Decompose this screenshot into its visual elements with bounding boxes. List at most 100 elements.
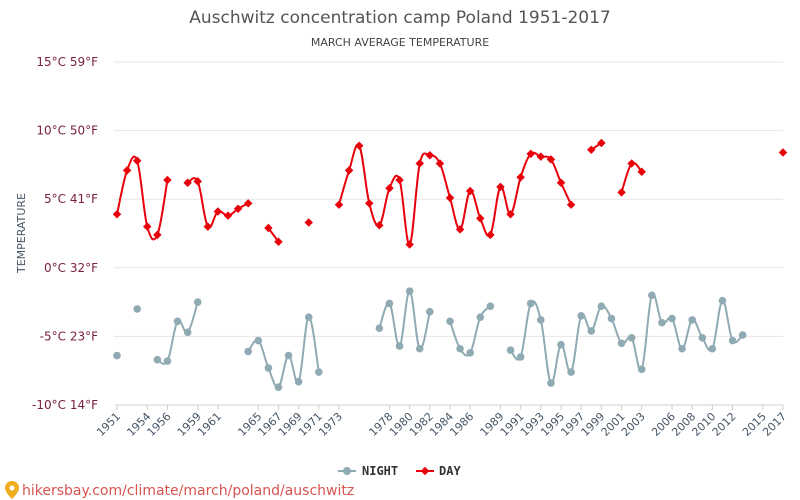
data-point-night[interactable] — [637, 365, 646, 374]
data-point-day[interactable] — [486, 230, 495, 240]
data-point-day[interactable] — [183, 178, 192, 187]
data-point-night[interactable] — [688, 316, 696, 324]
data-point-night[interactable] — [193, 298, 202, 306]
data-point-day[interactable] — [465, 186, 475, 196]
data-point-day[interactable] — [566, 200, 576, 209]
data-point-night[interactable] — [627, 333, 636, 342]
data-point-night[interactable] — [304, 313, 313, 321]
data-point-night[interactable] — [466, 349, 474, 357]
data-point-night[interactable] — [728, 336, 737, 345]
source-link[interactable]: hikersbay.com/climate/march/poland/ausch… — [5, 481, 354, 499]
data-point-night[interactable] — [698, 333, 707, 342]
data-point-night[interactable] — [648, 291, 656, 300]
data-point-day[interactable] — [627, 159, 636, 168]
data-point-day[interactable] — [264, 223, 273, 233]
data-point-night[interactable] — [183, 328, 192, 337]
data-point-day[interactable] — [385, 183, 394, 193]
data-point-day[interactable] — [344, 166, 354, 175]
data-point-night[interactable] — [315, 368, 323, 376]
data-point-night[interactable] — [617, 339, 626, 348]
data-point-day[interactable] — [556, 178, 566, 187]
legend-item-night[interactable]: NIGHT — [338, 464, 398, 478]
data-point-night[interactable] — [678, 344, 686, 353]
y-tick-label: 5°C 41°F — [44, 192, 98, 206]
data-point-night[interactable] — [446, 317, 454, 326]
data-point-day[interactable] — [163, 175, 172, 185]
data-point-night[interactable] — [284, 351, 293, 360]
data-point-day[interactable] — [617, 188, 626, 197]
data-point-day[interactable] — [425, 151, 435, 160]
data-point-night[interactable] — [426, 307, 434, 316]
data-point-day[interactable] — [304, 218, 313, 227]
data-point-night[interactable] — [173, 317, 182, 326]
data-point-night[interactable] — [738, 331, 747, 339]
data-point-night[interactable] — [557, 340, 565, 349]
data-point-day[interactable] — [496, 182, 505, 192]
data-point-night[interactable] — [375, 324, 384, 332]
data-point-night[interactable] — [537, 316, 545, 324]
data-point-night[interactable] — [133, 305, 141, 313]
data-point-day[interactable] — [203, 222, 213, 231]
data-point-night[interactable] — [294, 377, 303, 386]
data-point-day[interactable] — [112, 210, 122, 219]
data-point-night[interactable] — [254, 336, 263, 345]
data-point-day[interactable] — [778, 148, 788, 157]
data-point-day[interactable] — [334, 200, 344, 209]
data-point-night[interactable] — [415, 344, 424, 353]
x-tick-label: 1986 — [447, 410, 476, 439]
data-point-night[interactable] — [516, 353, 525, 361]
data-point-day[interactable] — [516, 173, 525, 182]
data-point-day[interactable] — [354, 141, 364, 150]
series-night — [113, 287, 747, 391]
data-point-night[interactable] — [264, 364, 273, 372]
data-point-day[interactable] — [213, 207, 223, 216]
data-point-day[interactable] — [243, 199, 253, 208]
data-point-night[interactable] — [395, 342, 404, 350]
data-point-night[interactable] — [567, 368, 575, 376]
data-point-day[interactable] — [405, 240, 414, 249]
data-point-day[interactable] — [274, 237, 283, 246]
data-point-day[interactable] — [506, 210, 515, 219]
data-point-day[interactable] — [435, 159, 445, 168]
data-point-day[interactable] — [415, 159, 424, 168]
data-point-night[interactable] — [486, 302, 495, 311]
data-point-night[interactable] — [163, 357, 172, 365]
data-point-night[interactable] — [274, 383, 283, 391]
data-point-night[interactable] — [113, 351, 121, 360]
data-point-day[interactable] — [223, 211, 233, 220]
data-point-day[interactable] — [476, 214, 485, 223]
data-point-night[interactable] — [244, 347, 252, 356]
data-point-night[interactable] — [405, 287, 414, 295]
data-point-night[interactable] — [547, 379, 555, 387]
grid-lines — [114, 61, 783, 406]
data-point-day[interactable] — [375, 221, 384, 230]
data-point-night[interactable] — [718, 296, 727, 305]
data-point-night[interactable] — [385, 299, 394, 308]
data-point-night[interactable] — [597, 302, 606, 311]
data-point-night[interactable] — [153, 355, 162, 364]
legend-item-day[interactable]: DAY — [416, 464, 461, 478]
x-tick-label: 1961 — [195, 410, 224, 439]
data-point-night[interactable] — [506, 346, 515, 354]
data-point-day[interactable] — [132, 156, 142, 166]
data-point-day[interactable] — [122, 166, 132, 175]
data-point-night[interactable] — [708, 344, 717, 353]
data-point-day[interactable] — [143, 222, 152, 231]
data-point-night[interactable] — [668, 314, 676, 323]
data-point-night[interactable] — [456, 344, 464, 353]
data-point-night[interactable] — [587, 327, 596, 335]
data-point-night[interactable] — [658, 318, 666, 327]
data-point-night[interactable] — [607, 314, 616, 323]
data-point-day[interactable] — [193, 177, 202, 186]
data-point-day[interactable] — [153, 230, 162, 240]
data-point-day[interactable] — [536, 152, 546, 161]
data-point-night[interactable] — [577, 312, 585, 320]
data-point-day[interactable] — [233, 204, 243, 214]
data-point-day[interactable] — [455, 225, 465, 234]
data-point-day[interactable] — [395, 175, 404, 185]
data-point-night[interactable] — [526, 299, 535, 308]
data-point-night[interactable] — [476, 313, 485, 321]
data-point-day[interactable] — [445, 193, 455, 203]
data-point-day[interactable] — [365, 199, 374, 208]
